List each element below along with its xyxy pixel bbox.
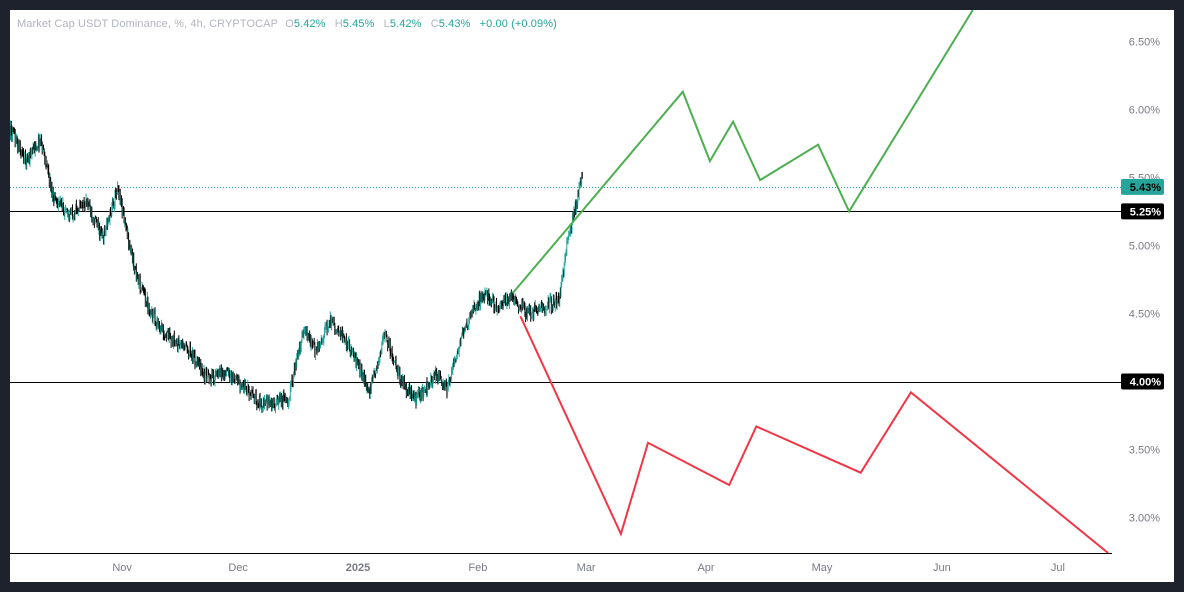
- symbol-legend[interactable]: Market Cap USDT Dominance, %, 4h, CRYPTO…: [17, 18, 563, 30]
- y-tick-label: 4.50%: [1129, 308, 1160, 320]
- x-tick-label: Nov: [112, 562, 132, 574]
- y-tick-label: 6.50%: [1129, 36, 1160, 48]
- x-tick-label: 2025: [346, 562, 370, 574]
- price-badges: 5.43% 5.25% 4.00%: [1121, 178, 1164, 390]
- legend-open-value: 5.42%: [293, 18, 326, 30]
- projection-series-0: [511, 10, 974, 294]
- x-tick-label: Jul: [1051, 562, 1065, 574]
- level-badge-1-label: 4.00%: [1130, 377, 1161, 389]
- x-tick-label: Mar: [577, 562, 596, 574]
- legend-open-label: O: [285, 18, 294, 30]
- level-badge-1-bg: [1121, 373, 1164, 390]
- x-tick-label: Dec: [228, 562, 248, 574]
- x-axis: Nov Dec 2025 Feb Mar Apr May Jun Jul: [10, 553, 1112, 574]
- price-series: [10, 120, 583, 414]
- x-tick-label: May: [812, 562, 833, 574]
- chart-canvas[interactable]: 3.00%3.50%4.00%4.50%5.00%5.50%6.00%6.50%…: [10, 10, 1174, 582]
- legend-change: +0.00 (+0.09%): [479, 18, 557, 30]
- y-tick-label: 6.00%: [1129, 104, 1160, 116]
- legend-close-value: 5.43%: [438, 18, 471, 30]
- level-badge-0-bg: [1121, 203, 1164, 220]
- projection-lines: [511, 10, 1109, 554]
- legend-high-value: 5.45%: [342, 18, 375, 30]
- legend-title[interactable]: Market Cap USDT Dominance, %, 4h, CRYPTO…: [17, 18, 279, 30]
- legend-close-label: C: [430, 18, 439, 30]
- x-tick-label: Apr: [697, 562, 714, 574]
- x-tick-label: Jun: [933, 562, 951, 574]
- last-price-badge-label: 5.43%: [1130, 182, 1161, 194]
- y-axis: 3.00%3.50%4.00%4.50%5.00%5.50%6.00%6.50%: [1129, 36, 1160, 524]
- y-tick-label: 3.00%: [1129, 513, 1160, 525]
- legend-high-label: H: [334, 18, 343, 30]
- horizontal-levels: [10, 187, 1122, 383]
- y-tick-label: 3.50%: [1129, 445, 1160, 457]
- y-tick-label: 5.00%: [1129, 240, 1160, 252]
- legend-low-label: L: [383, 18, 390, 30]
- last-price-badge-bg: [1121, 178, 1164, 195]
- x-tick-label: Feb: [468, 562, 487, 574]
- chart-frame[interactable]: 3.00%3.50%4.00%4.50%5.00%5.50%6.00%6.50%…: [10, 10, 1174, 582]
- legend-low-value: 5.42%: [389, 18, 422, 30]
- projection-series-1: [519, 315, 1109, 554]
- level-badge-0-label: 5.25%: [1130, 206, 1161, 218]
